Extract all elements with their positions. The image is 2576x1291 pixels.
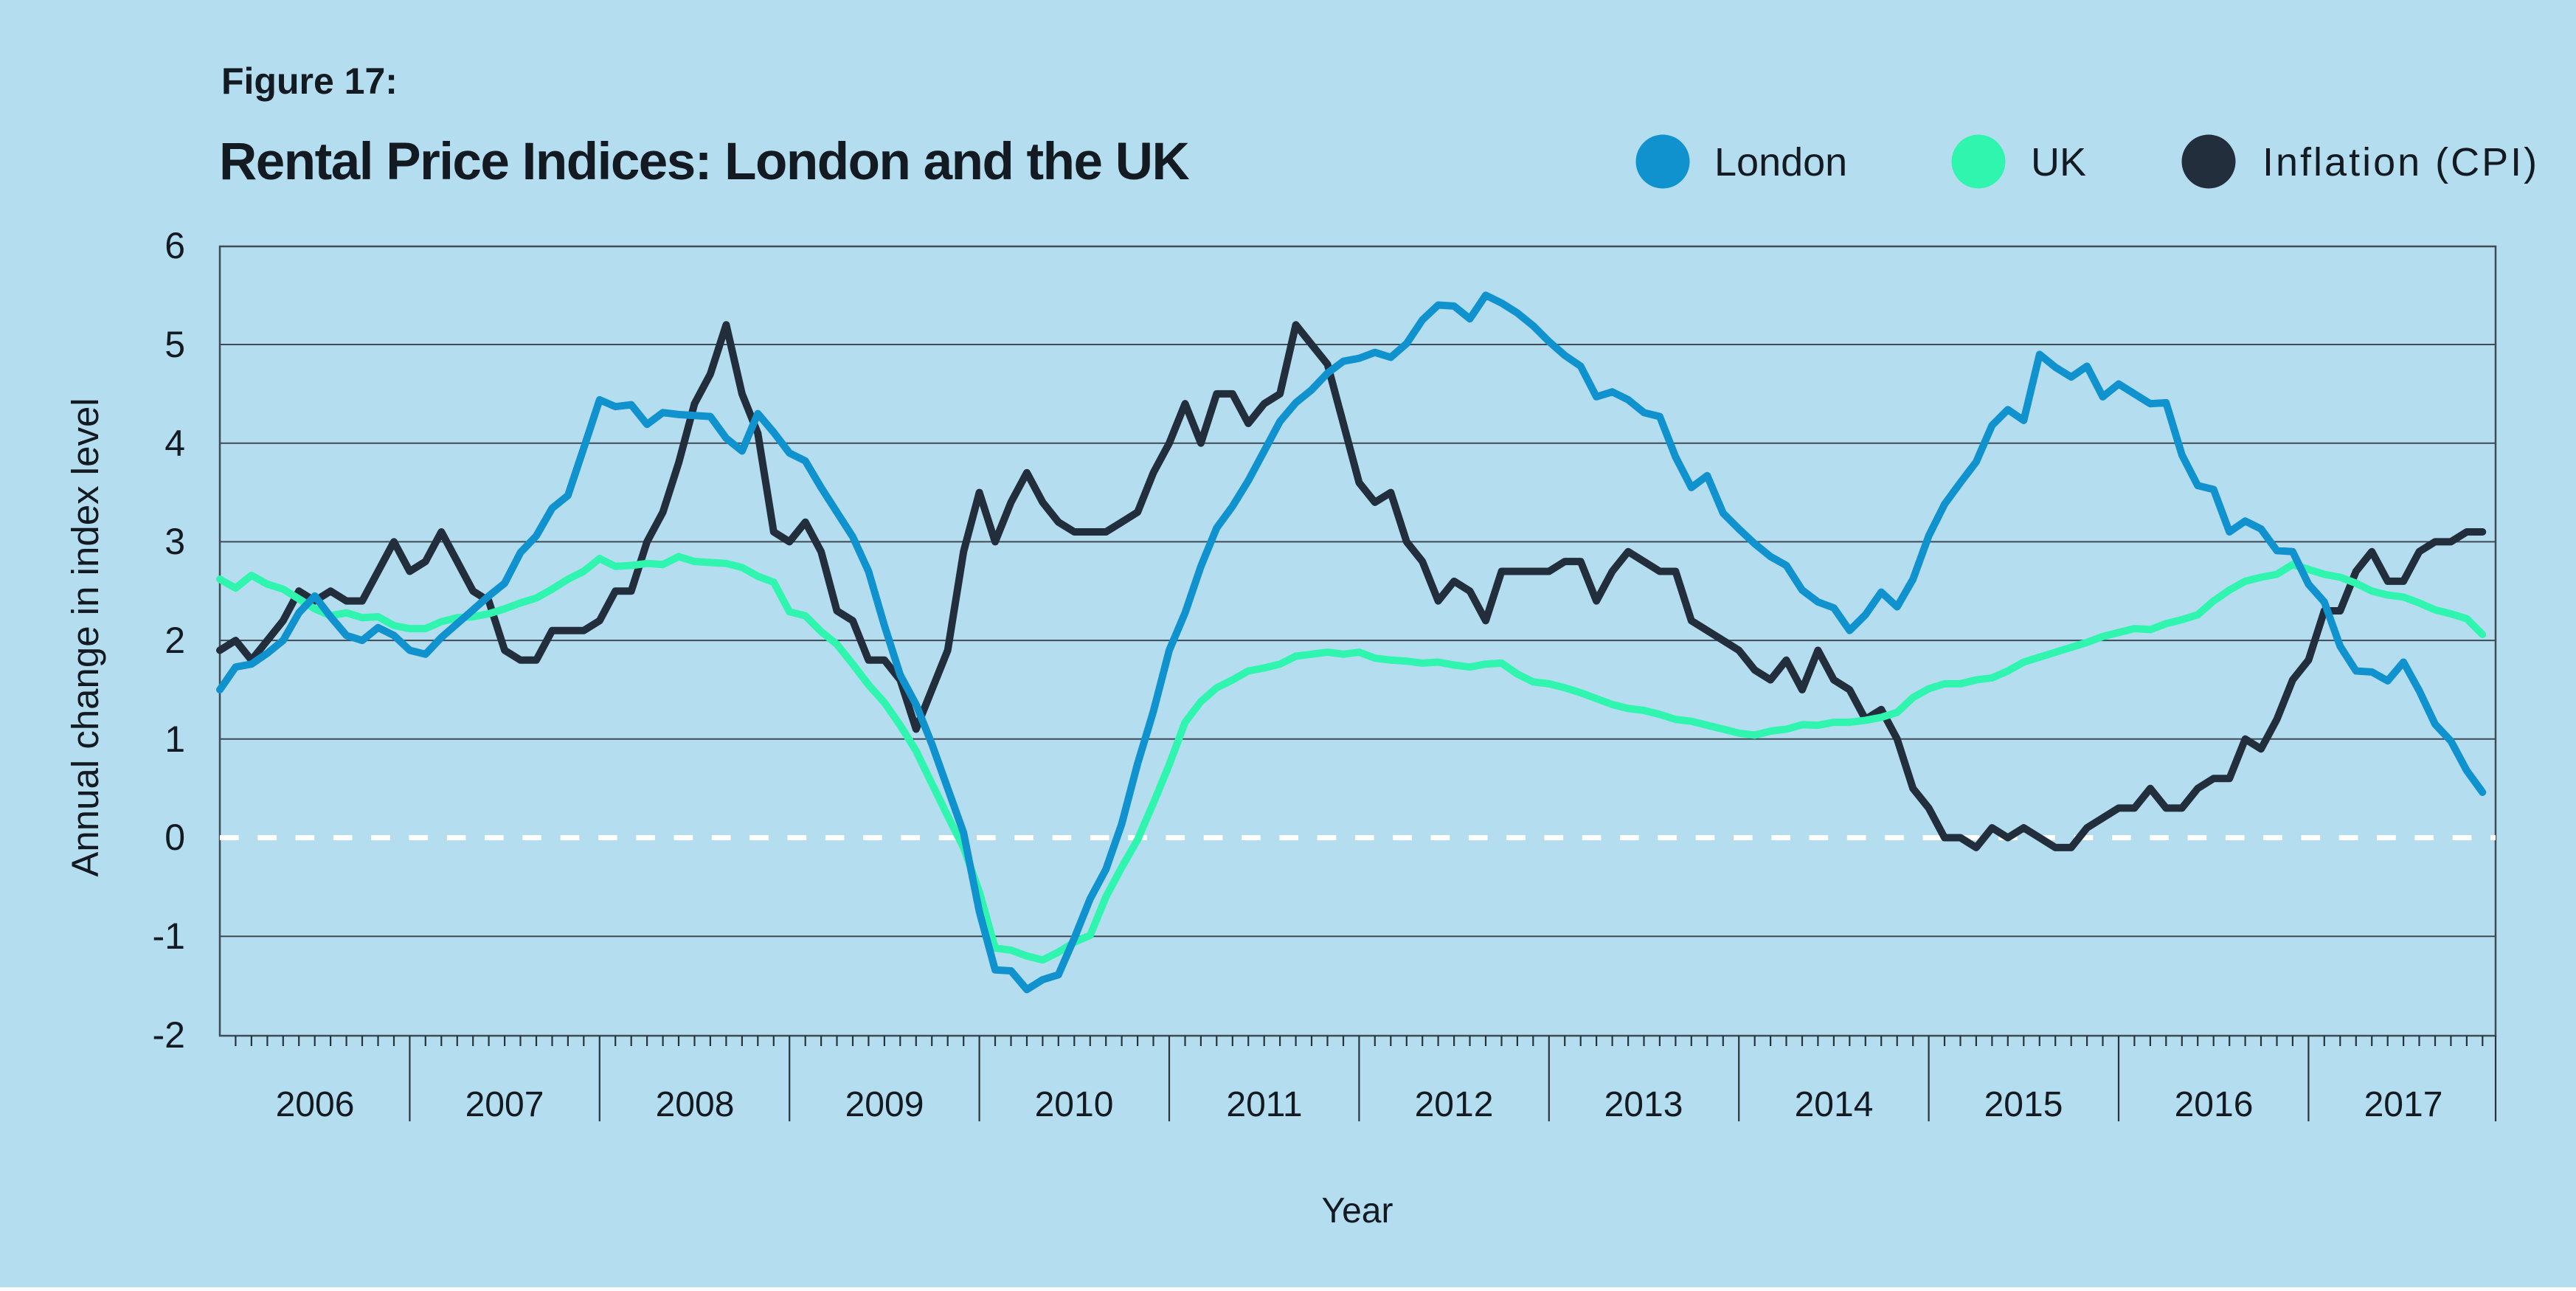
svg-text:2006: 2006 [276, 1085, 355, 1124]
svg-text:2012: 2012 [1415, 1085, 1494, 1124]
svg-text:Rental Price Indices: London a: Rental Price Indices: London and the UK [219, 133, 1190, 191]
svg-text:6: 6 [165, 225, 185, 266]
svg-text:1: 1 [165, 719, 185, 760]
svg-text:-2: -2 [153, 1014, 185, 1056]
svg-text:0: 0 [165, 817, 185, 858]
svg-text:2014: 2014 [1795, 1085, 1874, 1124]
svg-text:UK: UK [2031, 140, 2086, 184]
svg-text:2013: 2013 [1604, 1085, 1683, 1124]
svg-text:2: 2 [165, 620, 185, 661]
svg-text:Figure 17:: Figure 17: [221, 60, 398, 102]
svg-text:London: London [1714, 140, 1847, 184]
svg-text:Year: Year [1322, 1191, 1393, 1231]
svg-text:3: 3 [165, 521, 185, 562]
svg-text:Annual change in index level: Annual change in index level [64, 398, 106, 876]
svg-text:2009: 2009 [845, 1085, 924, 1124]
svg-text:2010: 2010 [1035, 1085, 1114, 1124]
svg-text:2011: 2011 [1226, 1085, 1302, 1124]
svg-text:2008: 2008 [656, 1085, 735, 1124]
svg-text:2007: 2007 [465, 1085, 544, 1124]
svg-text:Inflation (CPI): Inflation (CPI) [2262, 140, 2539, 184]
svg-text:5: 5 [165, 324, 185, 365]
svg-text:2017: 2017 [2364, 1085, 2443, 1124]
svg-text:4: 4 [165, 423, 185, 464]
svg-text:2016: 2016 [2175, 1085, 2254, 1124]
svg-text:2015: 2015 [1984, 1085, 2063, 1124]
svg-text:-1: -1 [153, 916, 185, 957]
